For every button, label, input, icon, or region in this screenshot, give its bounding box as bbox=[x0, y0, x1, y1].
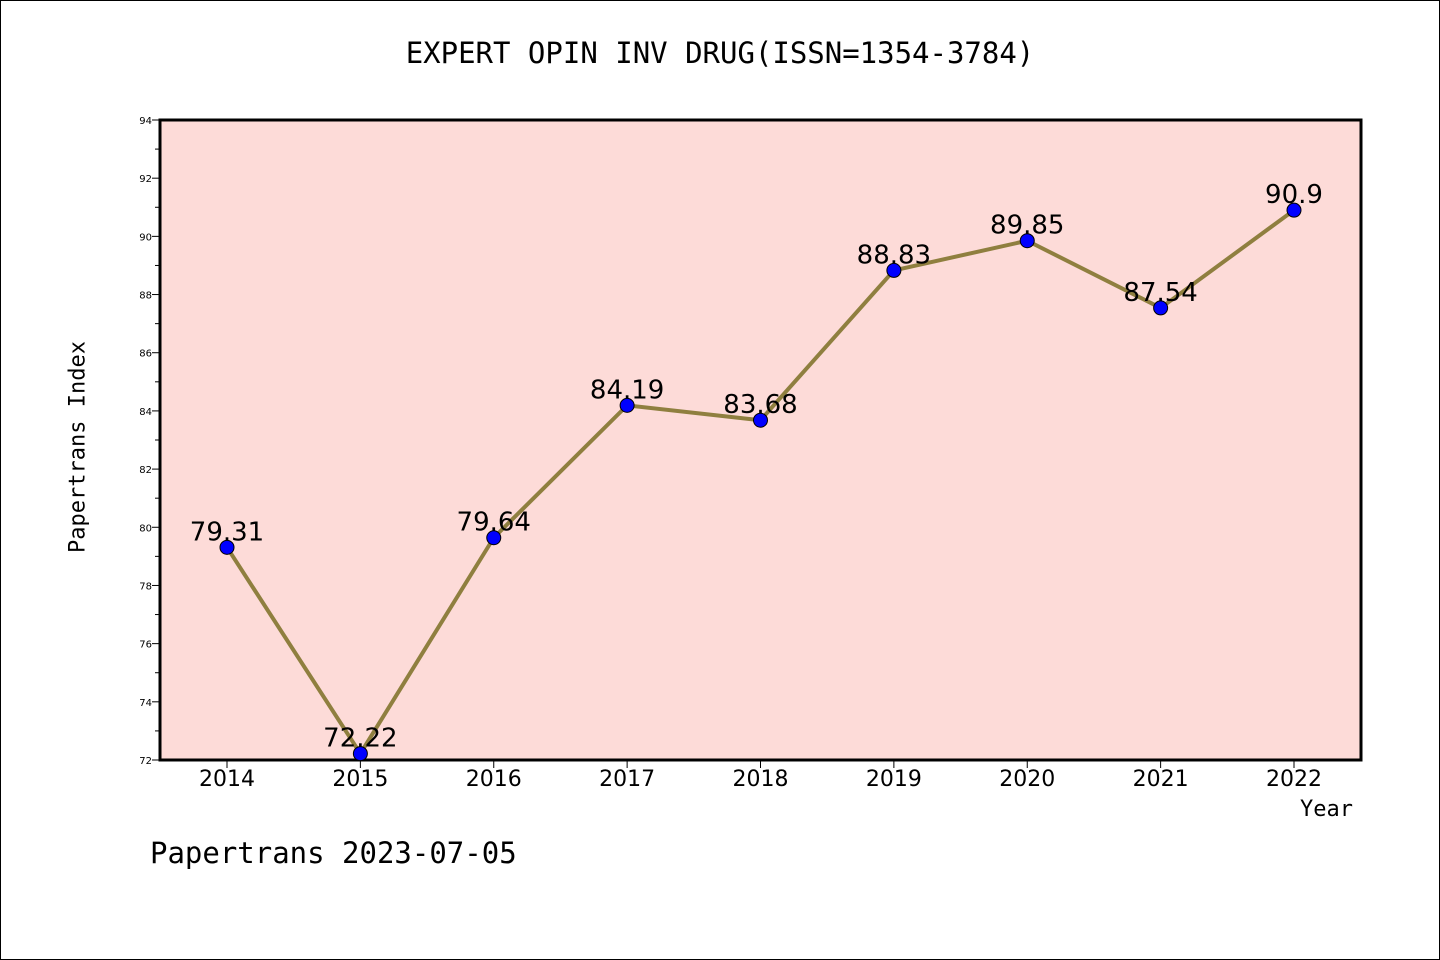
y-tick-label: 84 bbox=[139, 407, 152, 418]
data-point bbox=[753, 412, 768, 428]
data-label: 87.54 bbox=[1123, 278, 1197, 308]
y-tick-label: 72 bbox=[139, 756, 152, 767]
x-tick-label: 2021 bbox=[1133, 767, 1189, 792]
data-label: 90.9 bbox=[1265, 180, 1323, 210]
x-tick-label: 2018 bbox=[733, 767, 789, 792]
data-point bbox=[619, 397, 635, 413]
x-tick-label: 2015 bbox=[332, 767, 388, 792]
data-label: 84.19 bbox=[590, 375, 664, 405]
y-tick-label: 78 bbox=[139, 581, 152, 592]
data-point bbox=[352, 746, 368, 762]
y-tick-label: 76 bbox=[139, 640, 152, 651]
plot-border bbox=[158, 118, 1363, 762]
x-tick-label: 2016 bbox=[466, 767, 522, 792]
x-tick-label: 2014 bbox=[199, 767, 255, 792]
data-point bbox=[1019, 233, 1035, 249]
footer-text: Papertrans 2023-07-05 bbox=[150, 836, 517, 870]
data-label: 83.68 bbox=[723, 390, 797, 420]
data-label: 88.83 bbox=[857, 240, 931, 270]
y-tick-label: 86 bbox=[139, 349, 152, 360]
x-tick-label: 2020 bbox=[999, 767, 1055, 792]
data-label: 89.85 bbox=[990, 211, 1064, 241]
data-point bbox=[219, 539, 235, 555]
y-tick-label: 94 bbox=[139, 116, 152, 127]
data-label: 79.31 bbox=[190, 517, 264, 547]
x-tick-label: 2019 bbox=[866, 767, 922, 792]
data-point bbox=[486, 530, 502, 546]
data-point bbox=[886, 262, 902, 278]
y-tick-label: 74 bbox=[139, 698, 152, 709]
data-point bbox=[1286, 202, 1302, 218]
y-tick-label: 90 bbox=[139, 232, 152, 243]
chart-title: EXPERT OPIN INV DRUG(ISSN=1354-3784) bbox=[405, 36, 1035, 70]
data-label: 72.22 bbox=[323, 724, 397, 754]
data-point bbox=[1153, 300, 1169, 316]
y-tick-label: 82 bbox=[139, 465, 152, 476]
x-tick-label: 2022 bbox=[1266, 767, 1322, 792]
y-tick-label: 80 bbox=[139, 523, 152, 534]
y-tick-label: 88 bbox=[139, 291, 152, 302]
x-axis-label: Year bbox=[1300, 797, 1353, 822]
data-label: 79.64 bbox=[457, 508, 531, 538]
x-tick-label: 2017 bbox=[599, 767, 655, 792]
plot-area bbox=[160, 120, 1361, 760]
y-tick-label: 92 bbox=[139, 174, 152, 185]
